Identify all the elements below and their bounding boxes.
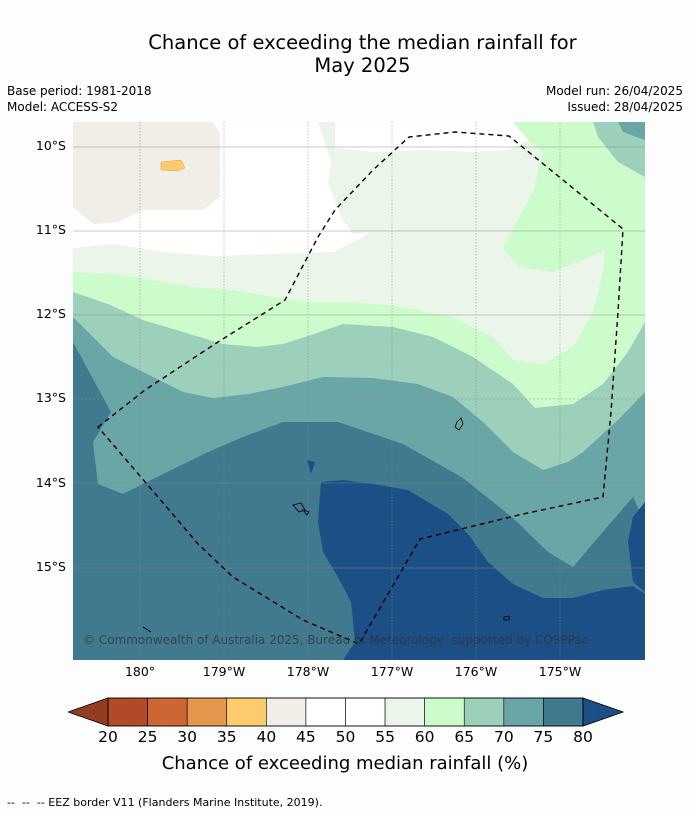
lon-label-178w: 178°W bbox=[286, 664, 330, 679]
lon-label-175w: 175°W bbox=[538, 664, 582, 679]
band-70-75-ne bbox=[618, 122, 645, 140]
model-name: Model: ACCESS-S2 bbox=[7, 100, 119, 114]
title-line-2: May 2025 bbox=[314, 54, 411, 77]
colorbar-tick-label: 40 bbox=[256, 728, 277, 746]
eez-border bbox=[96, 131, 624, 645]
lat-label-13s: 13°S bbox=[35, 390, 66, 405]
colorbar-cell bbox=[543, 697, 584, 727]
islands bbox=[142, 417, 510, 633]
lon-label-179w: 179°W bbox=[202, 664, 246, 679]
colorbar-tick-label: 75 bbox=[533, 728, 554, 746]
colorbar-tick-label: 35 bbox=[216, 728, 237, 746]
colorbar-frame bbox=[107, 697, 584, 727]
colorbar-cell bbox=[266, 697, 307, 727]
gridlines bbox=[73, 122, 645, 660]
band-45-55-north bbox=[335, 122, 528, 152]
band-80-plus-east bbox=[628, 502, 645, 592]
footer-eez-note: -- -- -- EEZ border V11 (Flanders Marine… bbox=[7, 796, 323, 809]
model-run: Model run: 26/04/2025 bbox=[545, 84, 683, 98]
island-2 bbox=[292, 502, 306, 513]
colorbar-tick-label: 80 bbox=[573, 728, 593, 746]
band-65-70-ne bbox=[593, 122, 645, 177]
colorbar-tick-label: 55 bbox=[375, 728, 395, 746]
colorbar-tick-label: 30 bbox=[177, 728, 198, 746]
lon-label-177w: 177°W bbox=[370, 664, 414, 679]
colorbar-tick-label: 50 bbox=[335, 728, 356, 746]
meta-left: Base period: 1981-2018 Model: ACCESS-S2 bbox=[7, 83, 152, 115]
lat-label-11s: 11°S bbox=[35, 222, 66, 237]
colorbar-under-arrow bbox=[68, 697, 109, 727]
colorbar-cell bbox=[147, 697, 188, 727]
title-line-1: Chance of exceeding the median rainfall … bbox=[148, 31, 577, 54]
colorbar-tick-label: 25 bbox=[137, 728, 158, 746]
colorbar-cell bbox=[384, 697, 425, 727]
band-80-plus bbox=[318, 480, 645, 660]
colorbar-cell bbox=[226, 697, 267, 727]
copyright-notice: © Commonwealth of Australia 2025, Bureau… bbox=[83, 633, 589, 647]
colorbar-cell bbox=[305, 697, 346, 727]
colorbar bbox=[68, 697, 624, 727]
band-40-45 bbox=[73, 122, 220, 224]
base-period: Base period: 1981-2018 bbox=[7, 84, 152, 98]
lat-label-12s: 12°S bbox=[35, 306, 66, 321]
island-4 bbox=[503, 615, 510, 621]
colorbar-tick-label: 60 bbox=[414, 728, 435, 746]
colorbar-cell bbox=[345, 697, 386, 727]
island-3 bbox=[301, 509, 310, 516]
colorbar-cell bbox=[186, 697, 228, 727]
lat-label-14s: 14°S bbox=[35, 475, 66, 490]
band-35-40 bbox=[160, 159, 186, 172]
map-panel bbox=[73, 122, 645, 660]
lon-label-180: 180° bbox=[124, 664, 156, 679]
island-1 bbox=[454, 417, 464, 431]
colorbar-label: Chance of exceeding median rainfall (%) bbox=[161, 753, 529, 774]
meta-right: Model run: 26/04/2025 Issued: 28/04/2025 bbox=[546, 83, 683, 115]
island-5 bbox=[142, 626, 152, 633]
colorbar-cell bbox=[424, 697, 465, 727]
lat-label-15s: 15°S bbox=[35, 559, 66, 574]
colorbar-tick-label: 70 bbox=[493, 728, 514, 746]
lat-label-10s: 10°S bbox=[35, 138, 66, 153]
colorbar-cell bbox=[503, 697, 544, 727]
chart-title: Chance of exceeding the median rainfall … bbox=[0, 31, 690, 77]
colorbar-cell bbox=[107, 697, 148, 727]
lon-label-176w: 176°W bbox=[454, 664, 498, 679]
colorbar-over-arrow bbox=[582, 697, 624, 727]
colorbar-cell bbox=[463, 697, 505, 727]
island-shadow bbox=[307, 460, 315, 474]
colorbar-tick-label: 45 bbox=[296, 728, 316, 746]
issued-date: Issued: 28/04/2025 bbox=[567, 100, 683, 114]
band-55-60-island bbox=[328, 162, 411, 234]
colorbar-tick-label: 20 bbox=[98, 728, 118, 746]
rainfall-map bbox=[73, 122, 645, 660]
colorbar-tick-label: 65 bbox=[454, 728, 475, 746]
